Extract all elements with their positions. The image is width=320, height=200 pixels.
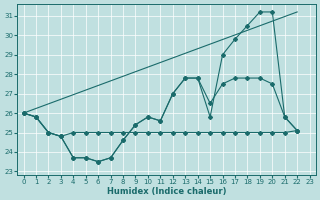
X-axis label: Humidex (Indice chaleur): Humidex (Indice chaleur) (107, 187, 226, 196)
